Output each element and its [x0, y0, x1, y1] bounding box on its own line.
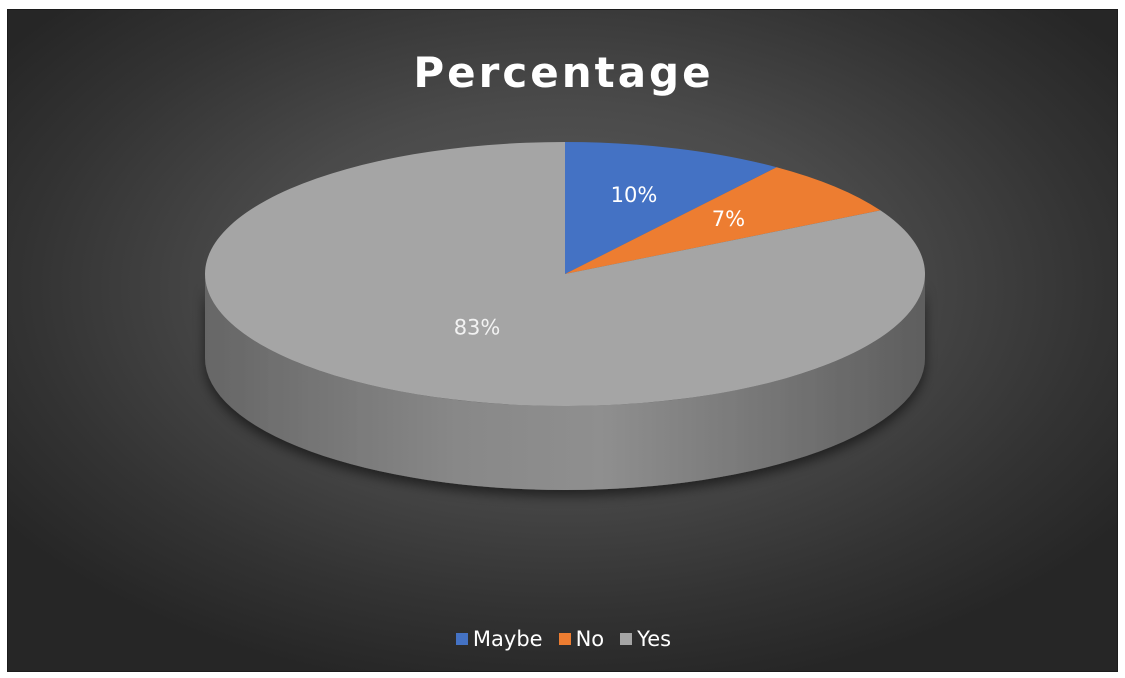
legend-label: No — [575, 627, 605, 651]
data-label-maybe: 10% — [611, 183, 658, 207]
data-label-yes: 83% — [454, 316, 501, 340]
legend-item-no: No — [558, 627, 605, 651]
legend-item-yes: Yes — [620, 627, 671, 651]
pie-data-labels: 10% 7% 83% — [454, 183, 745, 339]
legend-swatch-maybe — [455, 633, 468, 645]
pie-side-wall — [205, 274, 925, 490]
pie-slice-no — [565, 167, 881, 274]
pie-slice-yes — [205, 142, 925, 406]
legend-label: Maybe — [472, 627, 543, 651]
chart-area: 10% 7% 83% Percentage Maybe No Yes — [7, 9, 1118, 672]
chart-title: Percentage — [413, 48, 714, 97]
pie-side-wall-yes — [205, 274, 925, 490]
pie-top-face — [205, 142, 925, 406]
legend-label: Yes — [637, 627, 672, 651]
pie-chart: 10% 7% 83% — [205, 142, 925, 490]
data-label-no: 7% — [712, 207, 745, 231]
legend: Maybe No Yes — [8, 627, 1117, 651]
pie-slice-maybe — [565, 142, 777, 274]
legend-item-maybe: Maybe — [455, 627, 543, 651]
legend-swatch-no — [558, 633, 571, 645]
legend-swatch-yes — [620, 633, 633, 645]
